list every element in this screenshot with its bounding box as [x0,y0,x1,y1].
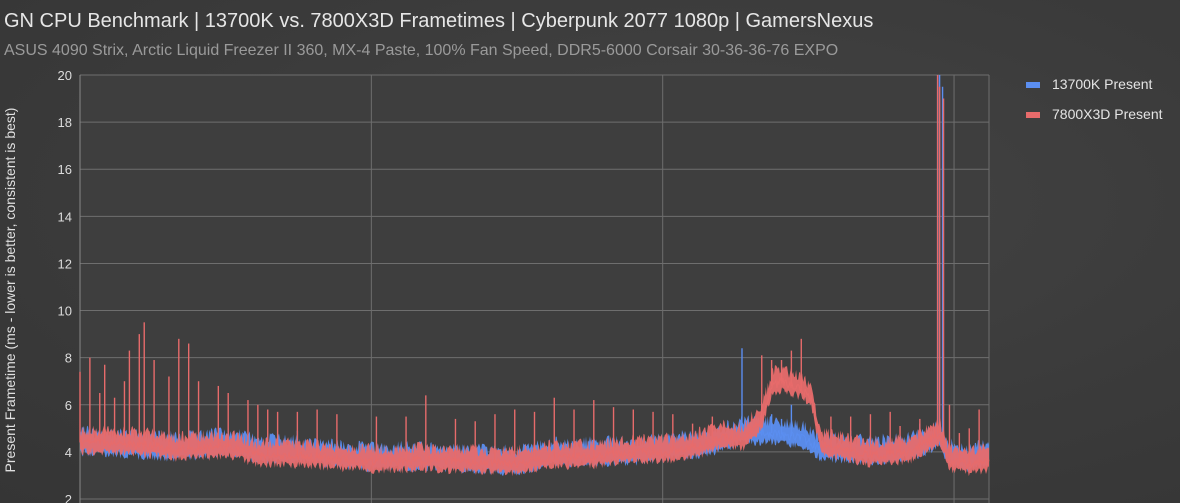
chart-title: GN CPU Benchmark | 13700K vs. 7800X3D Fr… [4,10,874,32]
y-tick-label-8: 8 [65,351,72,366]
legend-label-13700k: 13700K Present [1052,76,1153,92]
y-tick-label-10: 10 [58,304,72,319]
y-tick-label-6: 6 [65,398,72,413]
y-tick-label-4: 4 [65,445,72,460]
y-tick-labels: 2 4 6 8 10 12 14 16 18 20 [58,68,72,503]
series-band-1 [80,365,989,477]
legend-label-7800x3d: 7800X3D Present [1052,106,1163,122]
chart-subtitle: ASUS 4090 Strix, Arctic Liquid Freezer I… [4,42,839,59]
legend-entry-13700k: 13700K Present [1026,76,1152,92]
y-tick-label-18: 18 [58,115,72,130]
x-gridlines [79,75,990,503]
series-1 [79,75,990,477]
legend-swatch-13700k [1026,82,1040,89]
y-tick-label-20: 20 [58,68,72,83]
y-tick-label-16: 16 [58,162,72,177]
series-layer [79,75,990,477]
y-tick-label-14: 14 [58,209,72,224]
legend-swatch-7800x3d [1026,112,1040,119]
y-tick-label-12: 12 [58,256,72,271]
y-gridlines [80,74,989,500]
legend-entry-7800x3d: 7800X3D Present [1026,106,1163,122]
y-tick-label-2: 2 [65,492,72,503]
y-axis-label: Present Frametime (ms - lower is better,… [2,107,18,473]
